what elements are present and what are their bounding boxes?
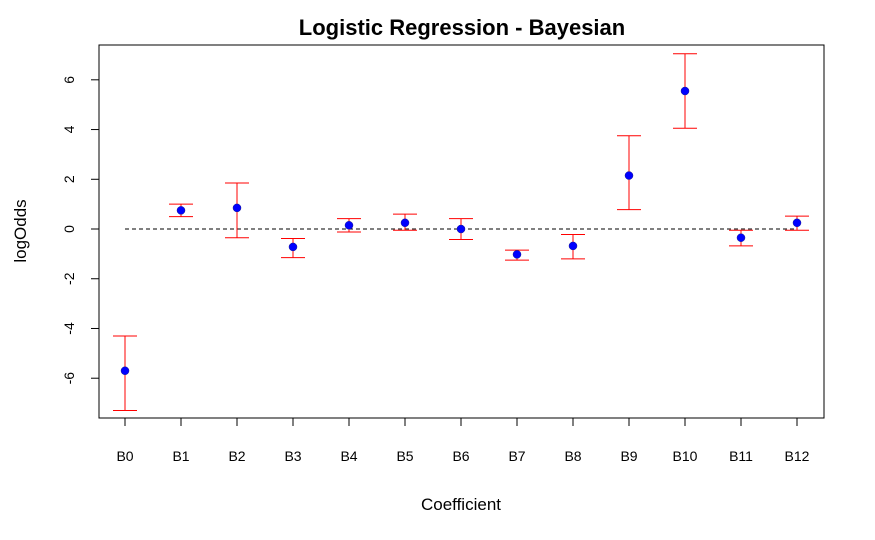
x-tick-label: B5 <box>396 448 413 464</box>
data-point <box>288 242 298 252</box>
x-tick-label: B2 <box>228 448 245 464</box>
data-point <box>792 218 802 228</box>
data-point <box>176 206 186 215</box>
x-tick-label: B0 <box>116 448 133 464</box>
x-tick-label: B6 <box>452 448 469 464</box>
point-layer <box>120 86 802 376</box>
data-point <box>400 218 410 228</box>
data-point <box>624 171 634 180</box>
y-axis: -6 -4 -2 0 2 4 6 <box>61 76 100 385</box>
y-tick-label: 6 <box>61 76 77 84</box>
chart-title: Logistic Regression - Bayesian <box>299 15 625 40</box>
data-point <box>456 224 466 234</box>
y-tick-label: -2 <box>61 272 77 285</box>
x-tick-label: B10 <box>673 448 698 464</box>
data-point <box>736 233 746 242</box>
data-point <box>680 86 690 96</box>
y-tick-label: -4 <box>61 322 77 335</box>
x-axis: B0 B1 B2 B3 B4 B5 B6 B7 B8 B9 B10 B11 B12 <box>116 417 810 464</box>
data-point <box>344 221 354 230</box>
data-point <box>568 241 578 251</box>
x-axis-label: Coefficient <box>421 495 501 514</box>
x-tick-label: B7 <box>508 448 525 464</box>
data-point <box>512 250 522 259</box>
x-tick-label: B9 <box>620 448 637 464</box>
x-tick-label: B8 <box>564 448 581 464</box>
data-point <box>120 366 130 376</box>
y-tick-label: 0 <box>61 225 77 233</box>
x-tick-label: B11 <box>729 448 753 464</box>
x-tick-label: B1 <box>172 448 189 464</box>
y-axis-label: logOdds <box>11 199 30 262</box>
y-tick-label: 4 <box>61 125 77 133</box>
x-tick-label: B4 <box>340 448 357 464</box>
x-tick-label: B3 <box>284 448 301 464</box>
x-tick-label: B12 <box>785 448 810 464</box>
data-point <box>232 203 242 213</box>
y-tick-label: -6 <box>61 372 77 385</box>
y-tick-label: 2 <box>61 175 77 183</box>
